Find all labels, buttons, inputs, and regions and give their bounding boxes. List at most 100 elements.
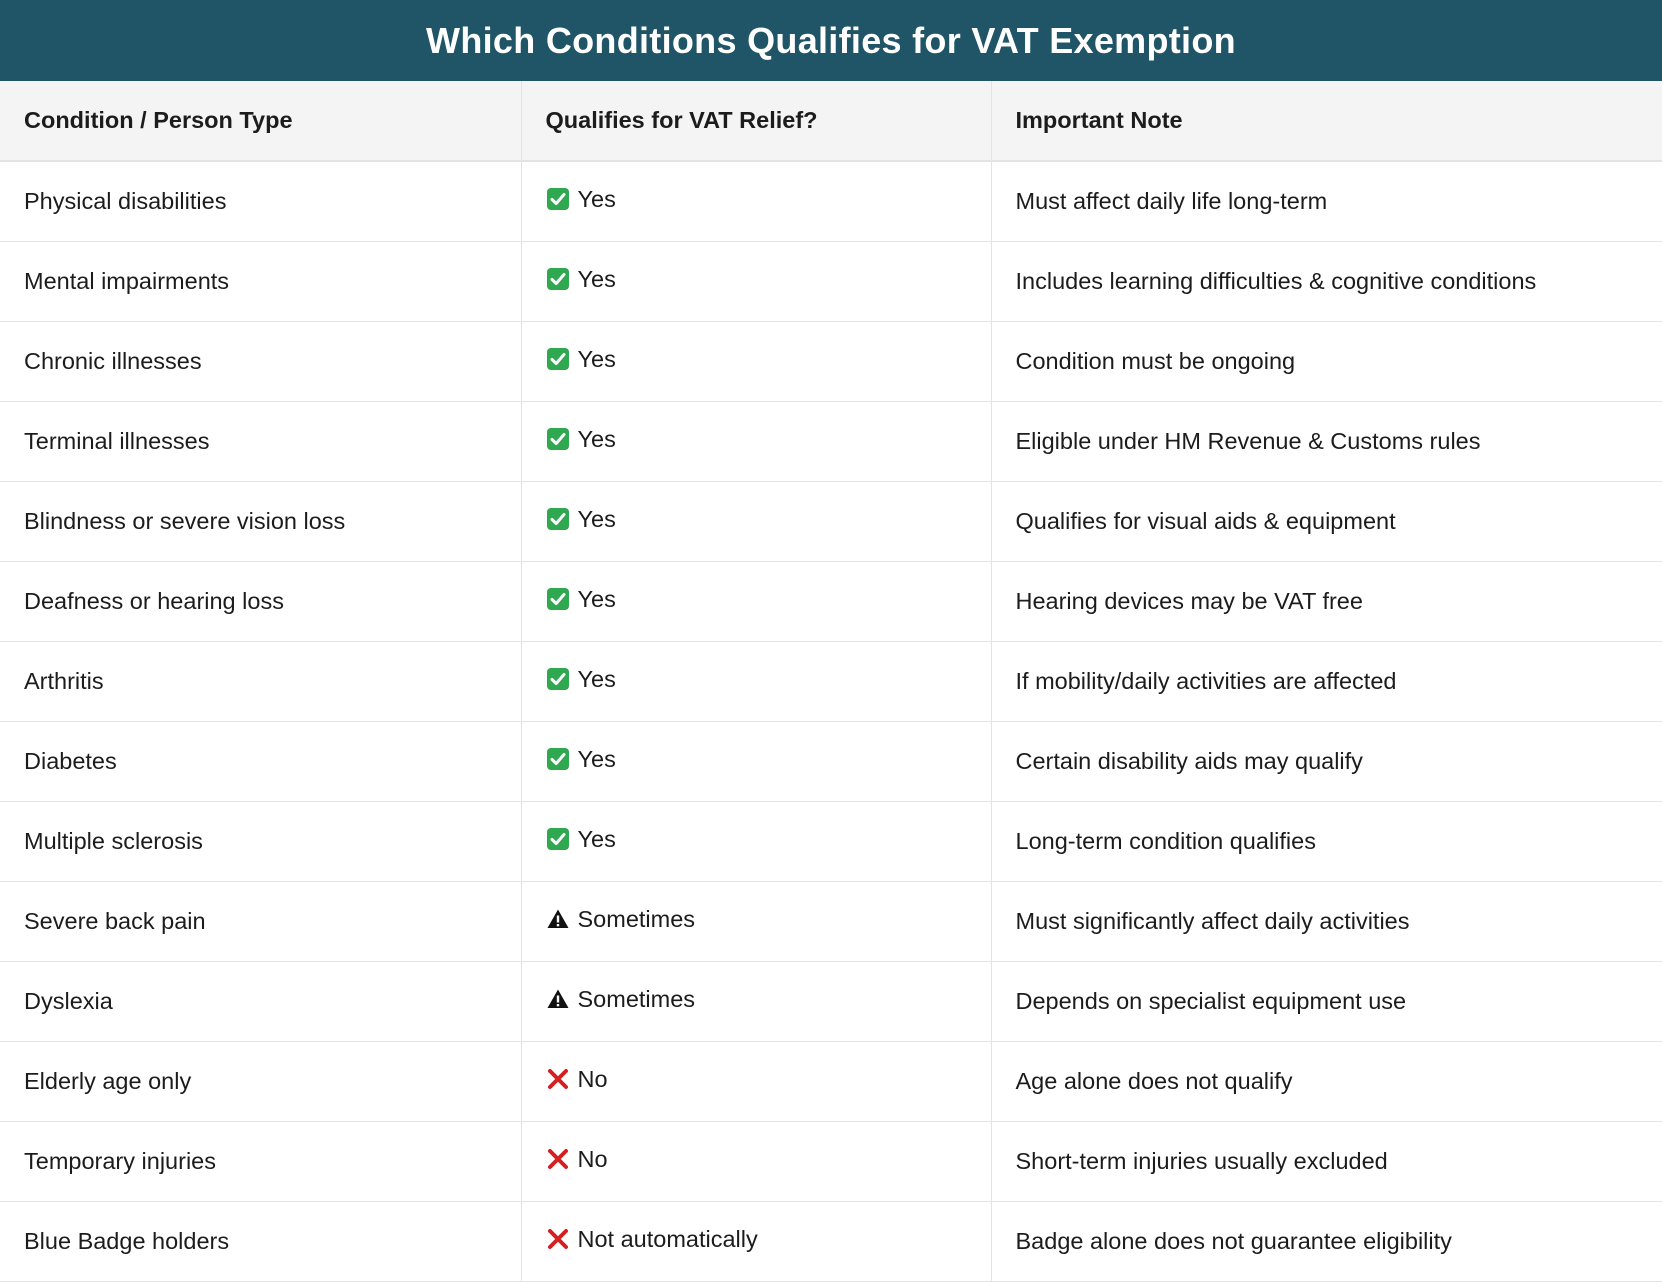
qualifies-cell: Yes	[521, 321, 992, 402]
table-row: Terminal illnesses Yes Eligible under HM R…	[0, 401, 1662, 482]
status-indicator: Yes	[546, 346, 616, 373]
status-label: No	[577, 1065, 608, 1092]
table-body: Physical disabilities Yes Must affect dail…	[0, 161, 1662, 1282]
note-cell: Must significantly affect daily activiti…	[991, 881, 1662, 962]
qualifies-cell: Sometimes	[521, 961, 992, 1042]
note-cell: Badge alone does not guarantee eligibili…	[991, 1201, 1662, 1282]
status-label: Not automatically	[577, 1225, 758, 1252]
table-row: Diabetes Yes Certain disability aids may q…	[0, 721, 1662, 802]
status-label: Yes	[577, 505, 616, 532]
warning-icon	[546, 907, 570, 931]
qualifies-cell: Not automatically	[521, 1201, 992, 1282]
check-box-icon	[546, 347, 570, 371]
table-row: Arthritis Yes If mobility/daily activities…	[0, 641, 1662, 722]
condition-cell: Physical disabilities	[0, 161, 522, 242]
status-label: Yes	[577, 585, 616, 612]
table-row: Dyslexia Sometimes Depends on specialist e…	[0, 961, 1662, 1042]
status-indicator: No	[546, 1066, 608, 1093]
note-cell: Certain disability aids may qualify	[991, 721, 1662, 802]
check-box-icon	[546, 587, 570, 611]
status-label: Yes	[577, 665, 616, 692]
status-indicator: Yes	[546, 666, 616, 693]
condition-cell: Temporary injuries	[0, 1121, 522, 1202]
status-indicator: Yes	[546, 586, 616, 613]
status-label: Yes	[577, 185, 616, 212]
condition-cell: Deafness or hearing loss	[0, 561, 522, 642]
table-row: Severe back pain Sometimes Must significan…	[0, 881, 1662, 962]
status-label: No	[577, 1145, 608, 1172]
status-indicator: Yes	[546, 426, 616, 453]
header-qualifies: Qualifies for VAT Relief?	[521, 81, 992, 162]
condition-cell: Blindness or severe vision loss	[0, 481, 522, 562]
status-indicator: Not automatically	[546, 1226, 758, 1253]
vat-conditions-table: Condition / Person Type Qualifies for VA…	[0, 81, 1662, 1282]
status-label: Yes	[577, 825, 616, 852]
status-label: Yes	[577, 425, 616, 452]
condition-cell: Blue Badge holders	[0, 1201, 522, 1282]
condition-cell: Arthritis	[0, 641, 522, 722]
note-cell: Eligible under HM Revenue & Customs rule…	[991, 401, 1662, 482]
qualifies-cell: No	[521, 1121, 992, 1202]
condition-cell: Mental impairments	[0, 241, 522, 322]
condition-cell: Severe back pain	[0, 881, 522, 962]
qualifies-cell: Yes	[521, 241, 992, 322]
condition-cell: Chronic illnesses	[0, 321, 522, 402]
table-row: Multiple sclerosis Yes Long-term condition…	[0, 801, 1662, 882]
table-row: Physical disabilities Yes Must affect dail…	[0, 161, 1662, 242]
qualifies-cell: Yes	[521, 561, 992, 642]
note-cell: Qualifies for visual aids & equipment	[991, 481, 1662, 562]
condition-cell: Dyslexia	[0, 961, 522, 1042]
check-box-icon	[546, 507, 570, 531]
qualifies-cell: Yes	[521, 801, 992, 882]
check-box-icon	[546, 667, 570, 691]
table-row: Chronic illnesses Yes Condition must be on…	[0, 321, 1662, 402]
status-indicator: Yes	[546, 186, 616, 213]
status-indicator: Sometimes	[546, 905, 696, 933]
check-box-icon	[546, 827, 570, 851]
qualifies-cell: No	[521, 1041, 992, 1122]
note-cell: Long-term condition qualifies	[991, 801, 1662, 882]
table-row: Temporary injuries No Short-term injuries …	[0, 1121, 1662, 1202]
note-cell: Short-term injuries usually excluded	[991, 1121, 1662, 1202]
cross-icon	[546, 1147, 570, 1171]
status-indicator: Yes	[546, 746, 616, 773]
note-cell: Includes learning difficulties & cogniti…	[991, 241, 1662, 322]
status-label: Yes	[577, 345, 616, 372]
qualifies-cell: Yes	[521, 401, 992, 482]
condition-cell: Elderly age only	[0, 1041, 522, 1122]
check-box-icon	[546, 187, 570, 211]
cross-icon	[546, 1227, 570, 1251]
cross-icon	[546, 1067, 570, 1091]
status-label: Yes	[577, 265, 616, 292]
note-cell: Age alone does not qualify	[991, 1041, 1662, 1122]
qualifies-cell: Yes	[521, 161, 992, 242]
note-cell: Condition must be ongoing	[991, 321, 1662, 402]
table-row: Blindness or severe vision loss Yes Qualif…	[0, 481, 1662, 562]
note-cell: If mobility/daily activities are affecte…	[991, 641, 1662, 722]
page-title: Which Conditions Qualifies for VAT Exemp…	[426, 19, 1236, 61]
qualifies-cell: Sometimes	[521, 881, 992, 962]
header-note: Important Note	[991, 81, 1662, 162]
header-row: Condition / Person Type Qualifies for VA…	[0, 81, 1662, 162]
condition-cell: Diabetes	[0, 721, 522, 802]
table-row: Deafness or hearing loss Yes Hearing devic…	[0, 561, 1662, 642]
check-box-icon	[546, 267, 570, 291]
note-cell: Hearing devices may be VAT free	[991, 561, 1662, 642]
condition-cell: Multiple sclerosis	[0, 801, 522, 882]
warning-icon	[546, 987, 570, 1011]
status-label: Sometimes	[577, 905, 696, 932]
qualifies-cell: Yes	[521, 641, 992, 722]
table-row: Blue Badge holders Not automatically Badge…	[0, 1201, 1662, 1282]
status-indicator: Sometimes	[546, 985, 696, 1013]
status-indicator: Yes	[546, 826, 616, 853]
header-condition: Condition / Person Type	[0, 81, 522, 162]
status-label: Yes	[577, 745, 616, 772]
note-cell: Depends on specialist equipment use	[991, 961, 1662, 1042]
check-box-icon	[546, 747, 570, 771]
status-indicator: Yes	[546, 506, 616, 533]
qualifies-cell: Yes	[521, 481, 992, 562]
status-label: Sometimes	[577, 985, 696, 1012]
note-cell: Must affect daily life long-term	[991, 161, 1662, 242]
table-row: Mental impairments Yes Includes learning d…	[0, 241, 1662, 322]
qualifies-cell: Yes	[521, 721, 992, 802]
